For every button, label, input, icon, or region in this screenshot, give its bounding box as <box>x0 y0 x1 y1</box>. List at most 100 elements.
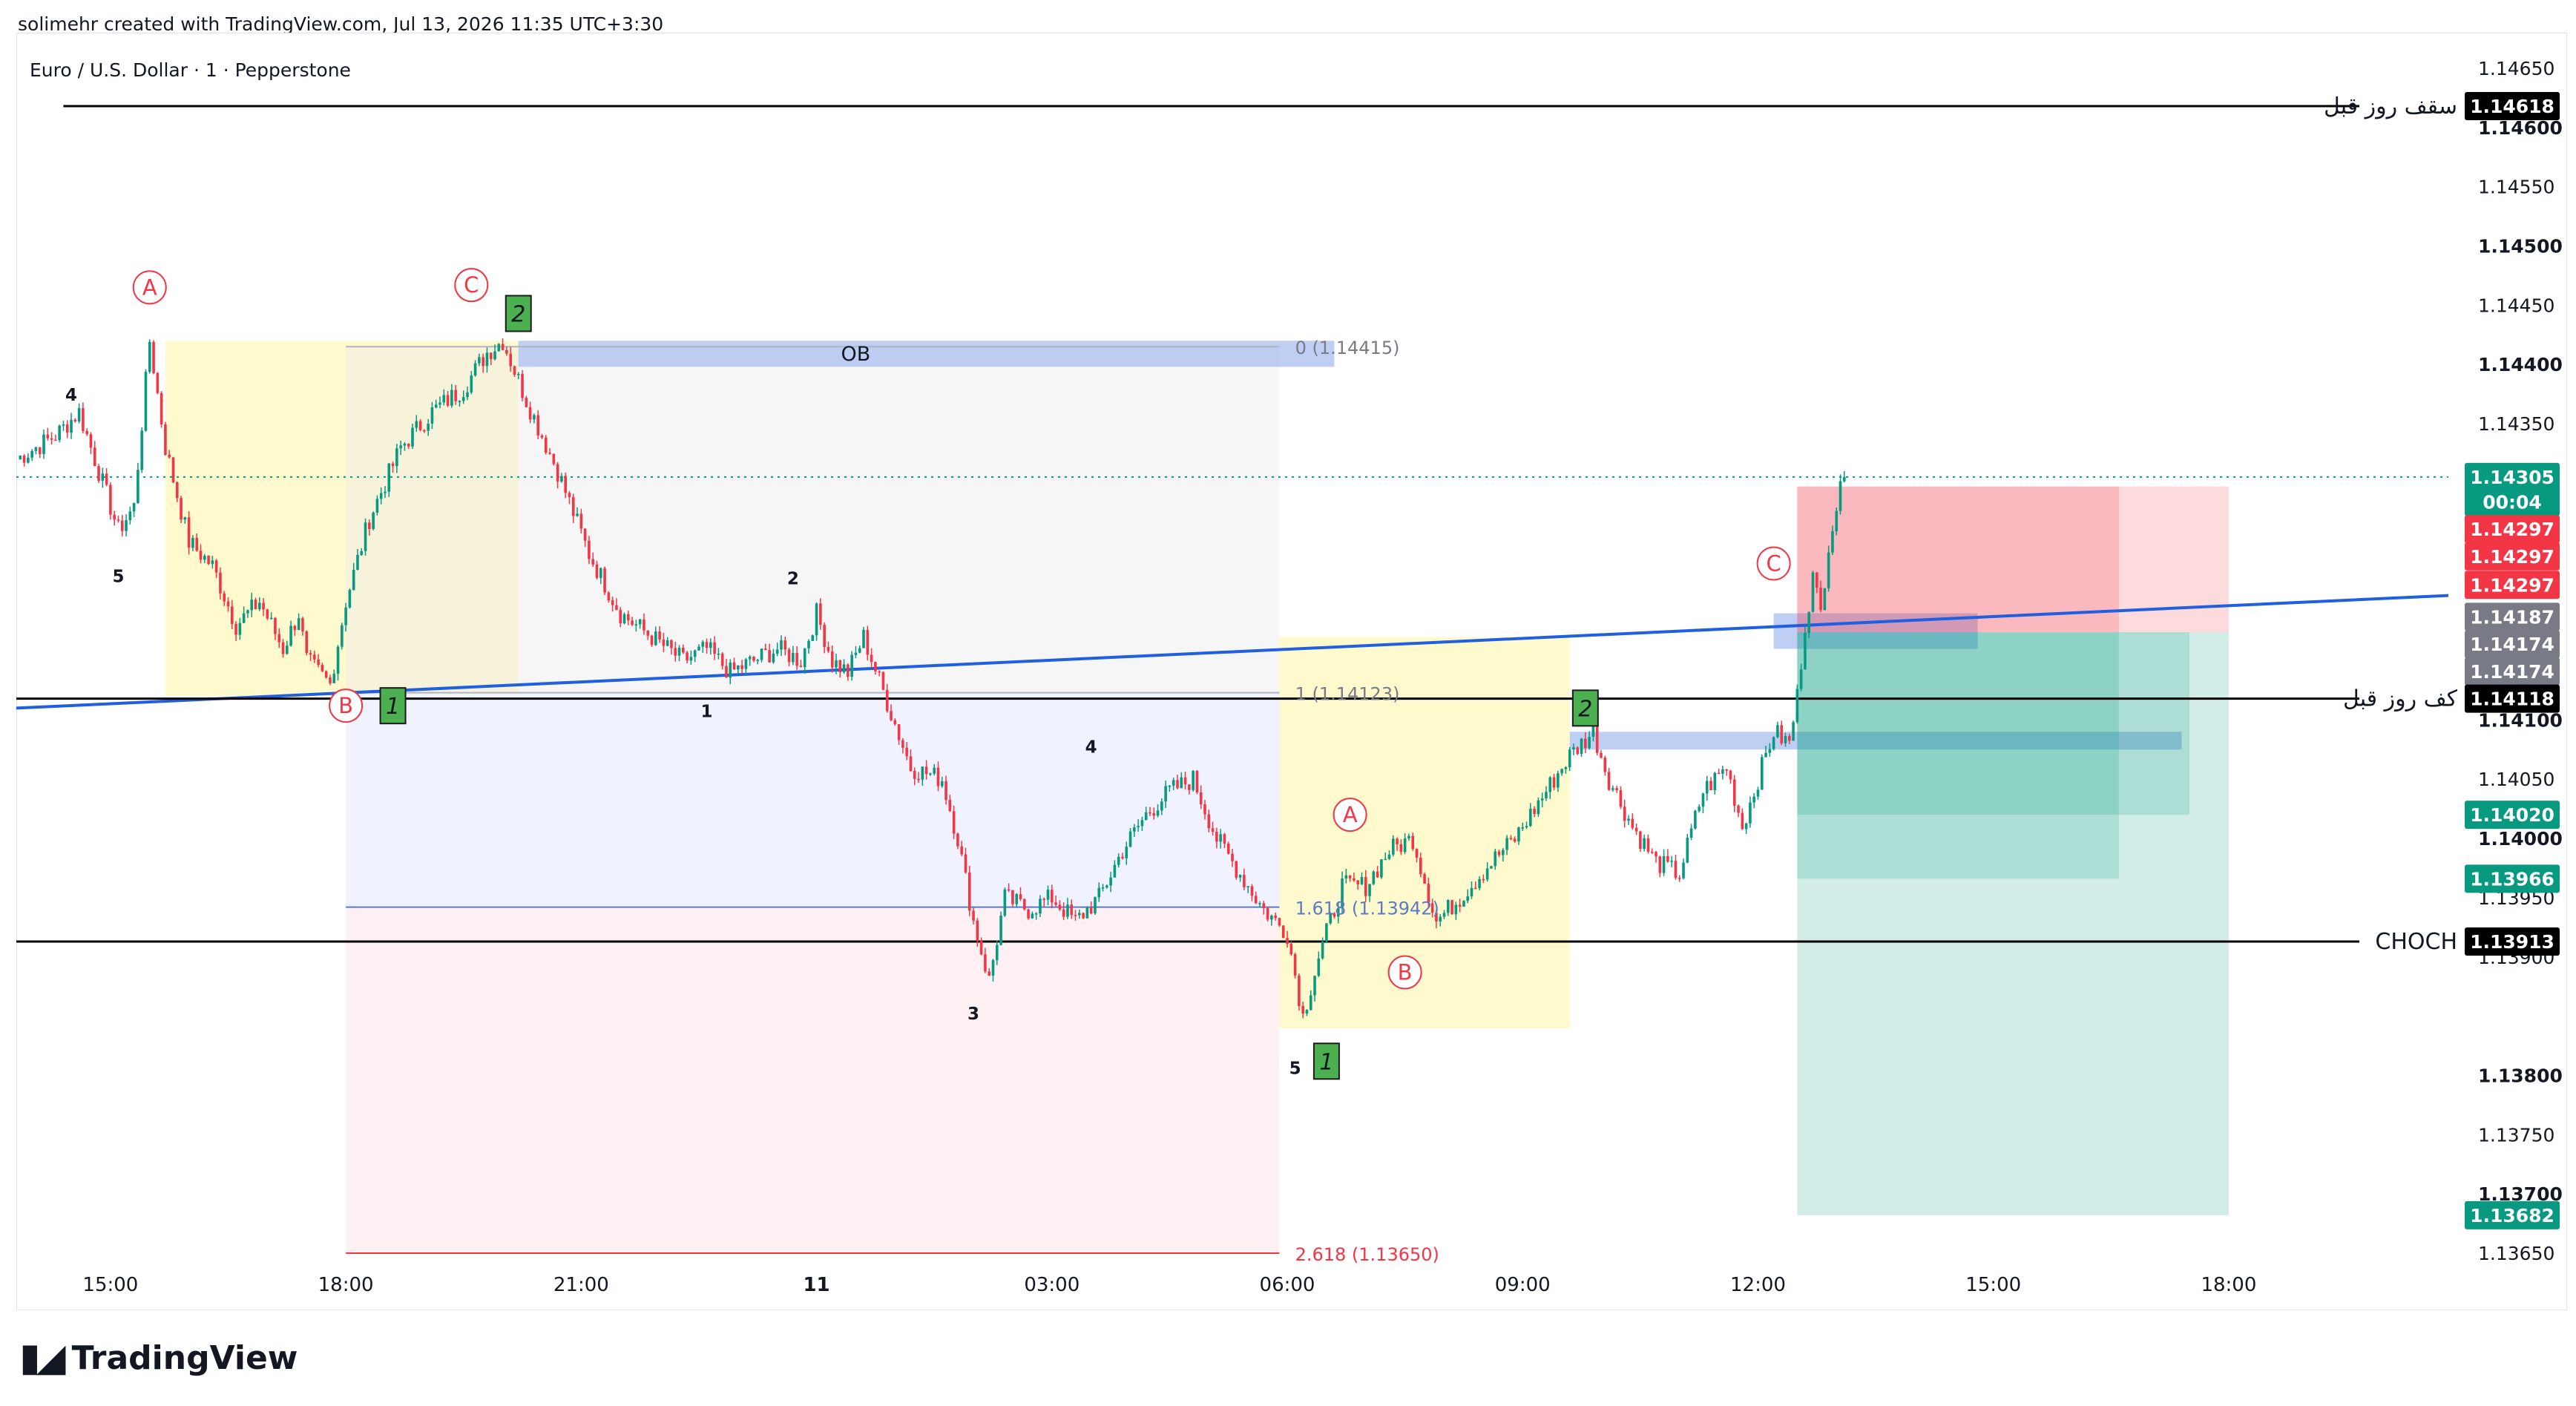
candle-body <box>62 424 65 426</box>
price-tag <box>2465 542 2560 571</box>
price-tag-label: 00:04 <box>2483 491 2542 513</box>
candle-body <box>1089 907 1093 914</box>
zone-yellow[interactable] <box>1279 637 1570 1028</box>
candle-body <box>1364 877 1367 896</box>
zone-fib_blue[interactable] <box>346 692 1280 907</box>
candle-body <box>960 846 963 855</box>
zone-sl[interactable] <box>1797 486 2119 633</box>
candle-body <box>1776 725 1779 738</box>
candle-body <box>1709 781 1712 790</box>
candle-body <box>1525 826 1528 828</box>
time-axis: 15:00 18:00 21:00 11 03:00 06:00 09:00 12:00 15:… <box>82 1274 2256 1296</box>
candle-body <box>226 601 230 607</box>
candle-body <box>729 662 732 678</box>
candle-body <box>1623 807 1626 821</box>
candle-body <box>1168 785 1172 787</box>
candle-body <box>1176 780 1179 789</box>
candle-body <box>650 635 654 645</box>
wave-label-circle <box>1756 546 1791 581</box>
candle-body <box>262 602 265 610</box>
zone-tp[interactable] <box>1797 632 2229 1215</box>
candle-body <box>286 645 289 654</box>
candle-body <box>313 654 316 660</box>
candle-body <box>740 665 743 669</box>
candle-body <box>897 724 901 740</box>
candle-body <box>1482 878 1485 881</box>
tradingview-logo[interactable]: ▮◢ TradingView <box>19 1336 298 1380</box>
candle-body <box>878 671 881 673</box>
candle-body <box>191 538 194 548</box>
wave-label: 1 <box>386 694 400 720</box>
zone-ob[interactable] <box>518 341 1335 367</box>
candle-body <box>686 652 689 661</box>
candle-body <box>1466 896 1470 901</box>
candle-body <box>913 771 916 779</box>
candle-body <box>807 640 810 648</box>
candle-body <box>764 648 767 651</box>
candle-body <box>948 800 952 812</box>
price-tag-label: 1.14174 <box>2470 634 2554 655</box>
candle-body <box>1576 747 1580 755</box>
zone-tp[interactable] <box>1797 632 2190 815</box>
candle-body <box>1011 890 1014 904</box>
candle-body <box>505 349 508 354</box>
candle-body <box>1650 852 1654 853</box>
candle-body <box>1686 838 1689 863</box>
candle-body <box>113 514 116 520</box>
fib-label: 2.618 (1.13650) <box>1295 1244 1439 1265</box>
price-tag-label: 1.13966 <box>2470 868 2554 890</box>
candle-body <box>281 642 285 654</box>
candle-body <box>1827 552 1830 588</box>
candle-body <box>58 425 61 441</box>
candle-body <box>415 421 418 428</box>
zone-tp[interactable] <box>1797 632 2119 879</box>
candle-body <box>317 659 320 666</box>
candle-body <box>1494 851 1497 867</box>
candle-body <box>662 639 666 646</box>
candle-body <box>391 463 395 467</box>
price-tag <box>2465 462 2560 491</box>
candle-body <box>1085 907 1089 919</box>
y-tick-label: 1.13650 <box>2478 1243 2554 1264</box>
candle-body <box>1034 913 1038 915</box>
candle-body <box>1768 749 1772 753</box>
candle-body <box>1815 572 1818 588</box>
candle-body <box>528 407 532 420</box>
zone-ob[interactable] <box>1569 732 2182 750</box>
price-tag <box>2465 657 2560 686</box>
candle-body <box>1368 884 1371 896</box>
candle-body <box>1333 913 1336 917</box>
candle-body <box>50 438 53 440</box>
candle-body <box>379 493 383 499</box>
candle-body <box>1588 736 1591 749</box>
candle-body <box>1717 772 1721 775</box>
candle-body <box>905 747 908 757</box>
candle-body <box>1572 747 1575 750</box>
candle-body <box>1537 800 1540 815</box>
x-tick-label: 18:00 <box>2201 1274 2256 1296</box>
candle-body <box>258 602 261 609</box>
candle-body <box>223 593 226 602</box>
candle-body <box>1435 913 1438 922</box>
candle-body <box>183 517 187 520</box>
candle-body <box>979 941 983 955</box>
candle-body <box>760 648 763 660</box>
candle-body <box>1203 804 1206 815</box>
candle-body <box>536 415 539 436</box>
candle-body <box>242 613 246 623</box>
candle-body <box>780 640 783 650</box>
candle-body <box>827 646 830 651</box>
candle-body <box>1446 900 1450 913</box>
candle-body <box>46 434 50 438</box>
candle-body <box>1380 859 1383 878</box>
trendline[interactable] <box>16 594 2449 710</box>
candle-body <box>1564 767 1568 769</box>
candle-body <box>1258 903 1261 904</box>
zone-fib_red[interactable] <box>346 907 1280 1254</box>
candle-body <box>1478 878 1481 889</box>
candle-body <box>1298 975 1301 1006</box>
candle-body <box>1423 874 1426 884</box>
candle-body <box>748 657 752 660</box>
candle-body <box>991 959 995 976</box>
